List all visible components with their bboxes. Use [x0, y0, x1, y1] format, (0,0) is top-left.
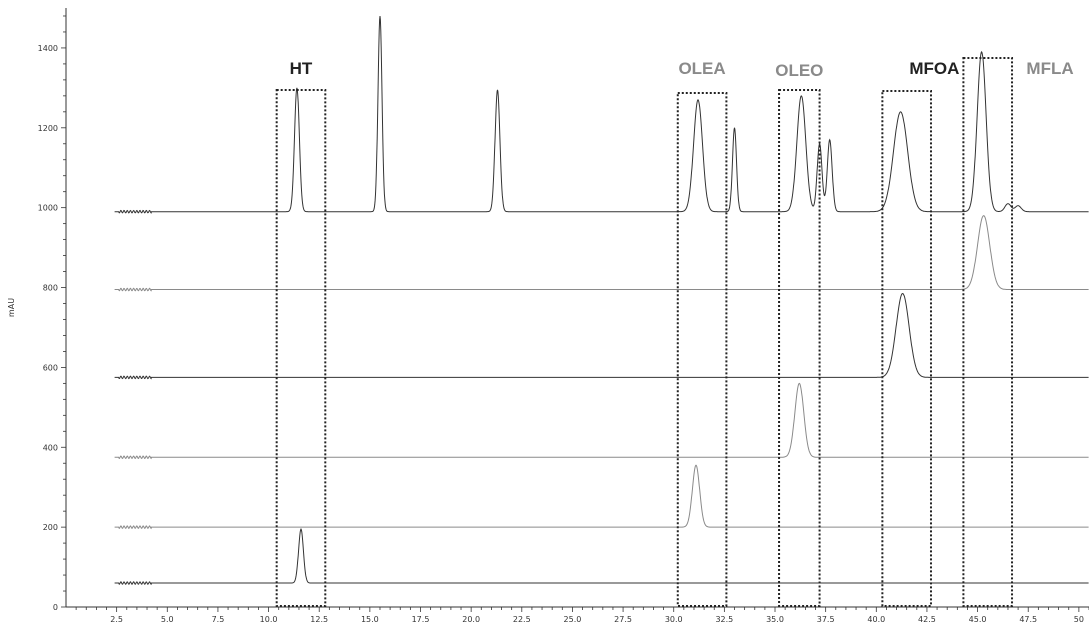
y-tick-label: 1200 [38, 124, 58, 133]
x-tick-label: 7.5 [212, 615, 225, 624]
trace-line [114, 527, 1089, 586]
y-axis-label: mAU [7, 298, 16, 317]
trace-line [114, 464, 1089, 530]
x-tick-label: 10.0 [260, 615, 278, 624]
x-tick-label: 45.0 [969, 615, 987, 624]
y-tick-label: 800 [43, 284, 58, 293]
x-tick-label: 32.5 [715, 615, 733, 624]
x-tick-label: 37.5 [817, 615, 835, 624]
peak-label: OLEO [775, 61, 823, 80]
x-tick-label: 15.0 [361, 615, 379, 624]
y-tick-label: 1400 [38, 44, 58, 53]
x-tick-label: 40.0 [867, 615, 885, 624]
peak-label: MFOA [909, 59, 959, 78]
peak-label: MFLA [1026, 59, 1073, 78]
x-tick-label: 30.0 [665, 615, 683, 624]
y-tick-label: 400 [43, 443, 58, 452]
peak-region-box [778, 89, 821, 607]
peak-region-box [881, 90, 932, 607]
y-tick-label: 1000 [38, 204, 58, 213]
y-tick-label: 0 [53, 603, 58, 612]
x-tick-label: 22.5 [513, 615, 531, 624]
y-tick-label: 200 [43, 523, 58, 532]
y-tick-label: 600 [43, 363, 58, 372]
peak-region-box [676, 92, 728, 607]
x-tick-label: 25.0 [564, 615, 582, 624]
x-tick-label: 12.5 [310, 615, 328, 624]
x-tick-label: 17.5 [412, 615, 430, 624]
x-tick-label: 35.0 [766, 615, 784, 624]
x-tick-label: 20.0 [462, 615, 480, 624]
peak-label: HT [290, 59, 313, 78]
trace-line [114, 15, 1089, 214]
x-tick-label: 47.5 [1019, 615, 1037, 624]
x-tick-label: 27.5 [614, 615, 632, 624]
x-tick-label: 50 [1074, 615, 1084, 624]
trace-line [114, 382, 1089, 460]
x-tick-label: 2.5 [110, 615, 123, 624]
peak-label: OLEA [678, 59, 725, 78]
trace-line [114, 215, 1089, 292]
peak-region-box [275, 89, 327, 607]
peak-region-box [962, 57, 1014, 607]
x-tick-label: 42.5 [918, 615, 936, 624]
x-tick-label: 5.0 [161, 615, 174, 624]
trace-line [114, 292, 1089, 380]
